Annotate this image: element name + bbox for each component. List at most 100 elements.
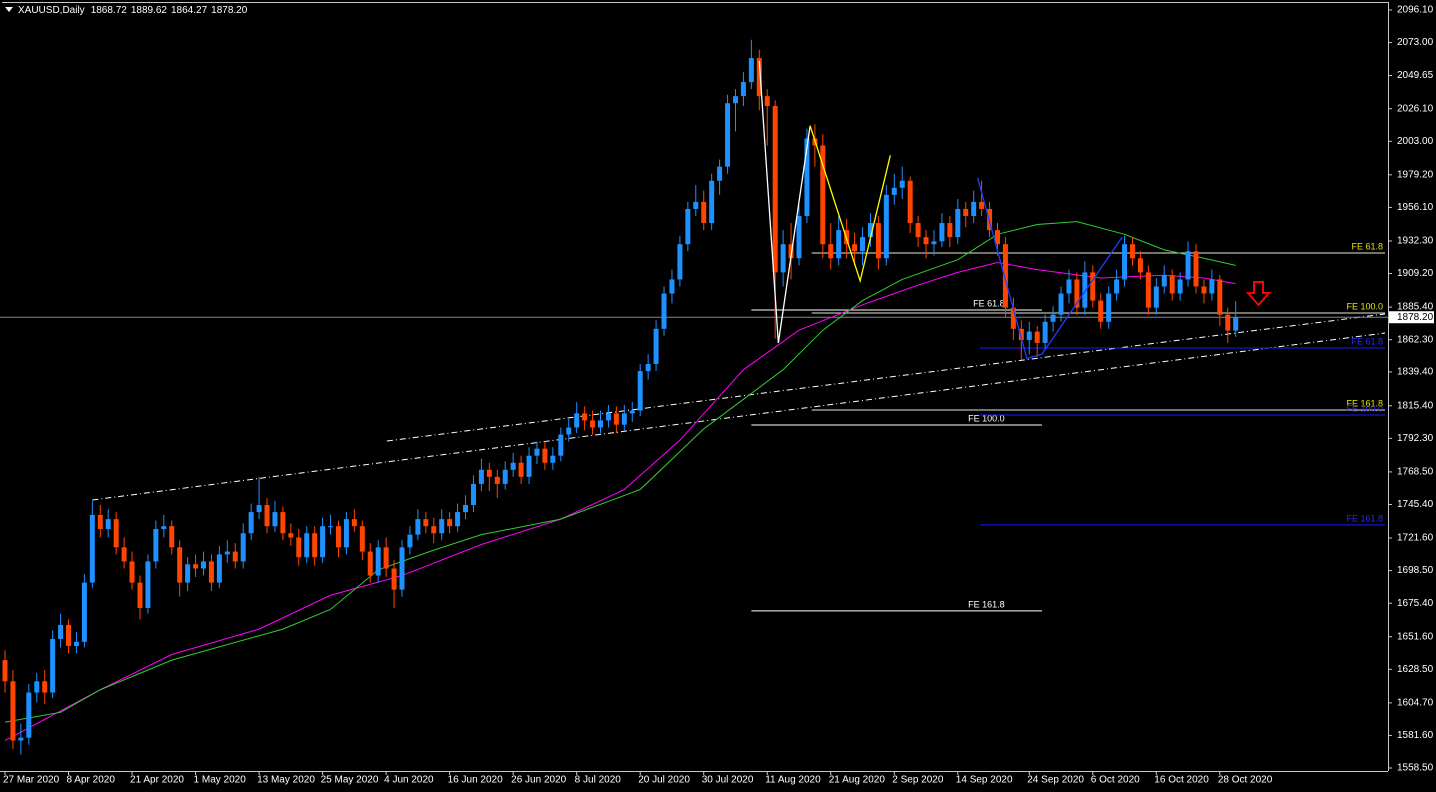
candle-body: [1129, 244, 1135, 259]
candle-body: [1193, 251, 1199, 287]
candle-body: [121, 547, 127, 562]
plot-area: 2096.10 2073.00 2049.65 2026.10 2003.00 1979.…: [0, 5, 1434, 786]
candle-body: [1042, 321, 1048, 343]
candle-body: [26, 692, 32, 738]
menu-triangle[interactable]: [5, 7, 13, 12]
candle-body: [923, 237, 929, 245]
candle-body: [836, 230, 842, 259]
candle-body: [359, 526, 365, 552]
zigzag: [977, 177, 1123, 360]
y-tick-label: 1604.70: [1397, 698, 1434, 709]
y-tick-label: 1581.60: [1397, 730, 1434, 741]
candle-body: [34, 681, 40, 693]
candle-body: [1034, 331, 1040, 343]
x-tick-label: 16 Jun 2020: [448, 775, 503, 786]
x-tick-label: 13 May 2020: [257, 775, 315, 786]
candle-body: [216, 554, 222, 583]
candle-body: [391, 568, 397, 590]
y-tick-label: 1768.50: [1397, 467, 1434, 478]
candle-body: [867, 223, 873, 238]
moving-average: [4, 221, 1236, 723]
candle-body: [518, 462, 524, 477]
candle-body: [1122, 244, 1128, 280]
candle-body: [709, 180, 715, 224]
x-tick-label: 25 May 2020: [321, 775, 379, 786]
candle-body: [415, 519, 421, 535]
x-tick-label: 27 Mar 2020: [3, 775, 60, 786]
y-tick-label: 1675.40: [1397, 598, 1434, 609]
candle-body: [1185, 251, 1191, 280]
candle-body: [1217, 279, 1223, 315]
zigzag: [809, 125, 891, 284]
fib-label: FE 61.8: [973, 298, 1005, 308]
candle-body: [431, 526, 437, 534]
candle-body: [661, 293, 667, 329]
candle-body: [915, 223, 921, 238]
x-tick-label: 16 Oct 2020: [1154, 775, 1209, 786]
y-tick-label: 1932.30: [1397, 236, 1434, 247]
y-tick-label: 1956.10: [1397, 202, 1434, 213]
candle-body: [153, 529, 159, 562]
candle-body: [510, 462, 516, 470]
y-tick-label: 1909.20: [1397, 268, 1434, 279]
candle-body: [193, 564, 199, 569]
candle-body: [1050, 314, 1056, 322]
header-open: 1868.72: [91, 5, 128, 16]
candle-body: [1177, 279, 1183, 294]
candle-body: [820, 145, 826, 245]
y-tick-label: 1745.40: [1397, 499, 1434, 510]
x-tick-label: 2 Sep 2020: [892, 775, 944, 786]
candle-body: [550, 455, 556, 463]
candle-body: [598, 420, 603, 428]
x-tick-label: 28 Oct 2020: [1218, 775, 1273, 786]
candle-body: [899, 180, 905, 188]
candle-body: [1145, 272, 1151, 308]
candle-body: [1169, 275, 1175, 294]
trendline: [386, 313, 1386, 442]
header-high: 1889.62: [131, 5, 168, 16]
candle-body: [1201, 286, 1207, 294]
candle-body: [304, 533, 310, 558]
x-tick-label: 14 Sep 2020: [956, 775, 1013, 786]
x-tick-label: 30 Jul 2020: [702, 775, 754, 786]
candle-body: [748, 58, 754, 83]
candle-body: [1058, 293, 1064, 315]
candle-body: [605, 413, 611, 421]
candle-body: [542, 448, 548, 463]
candle-body: [494, 476, 500, 484]
candle-body: [1225, 314, 1231, 331]
y-tick-label: 1698.50: [1397, 565, 1434, 576]
chart-header: XAUUSD,Daily 1868.72 1889.62 1864.27 1878.20: [18, 5, 248, 16]
candle-body: [280, 512, 286, 534]
x-tick-label: 8 Jul 2020: [575, 775, 622, 786]
fib-label: FE 161.8: [1346, 513, 1383, 523]
candle-body: [137, 582, 143, 608]
candle-body: [947, 223, 953, 238]
price-label: 1878.20: [1397, 312, 1434, 323]
candle-body: [574, 413, 580, 428]
candle-body: [613, 413, 619, 425]
candle-body: [669, 279, 675, 294]
candle-body: [486, 469, 492, 477]
candle-body: [637, 371, 643, 411]
candle-body: [621, 413, 627, 425]
candle-body: [161, 526, 167, 530]
y-tick-label: 1628.50: [1397, 664, 1434, 675]
candle-body: [18, 737, 24, 741]
candle-body: [10, 681, 16, 741]
candle-body: [105, 519, 111, 530]
fib-label: FE 61.8: [1351, 336, 1383, 346]
candle-body: [590, 420, 596, 428]
candle-body: [383, 547, 389, 569]
candle-body: [89, 514, 95, 583]
candle-body: [1233, 317, 1239, 331]
fib-label: FE 61.8: [1351, 241, 1383, 251]
candle-body: [701, 201, 707, 224]
candle-body: [740, 82, 746, 97]
y-tick-label: 1651.60: [1397, 631, 1434, 642]
x-tick-label: 4 Jun 2020: [384, 775, 434, 786]
candle-body: [788, 244, 794, 259]
candle-body: [201, 561, 206, 569]
